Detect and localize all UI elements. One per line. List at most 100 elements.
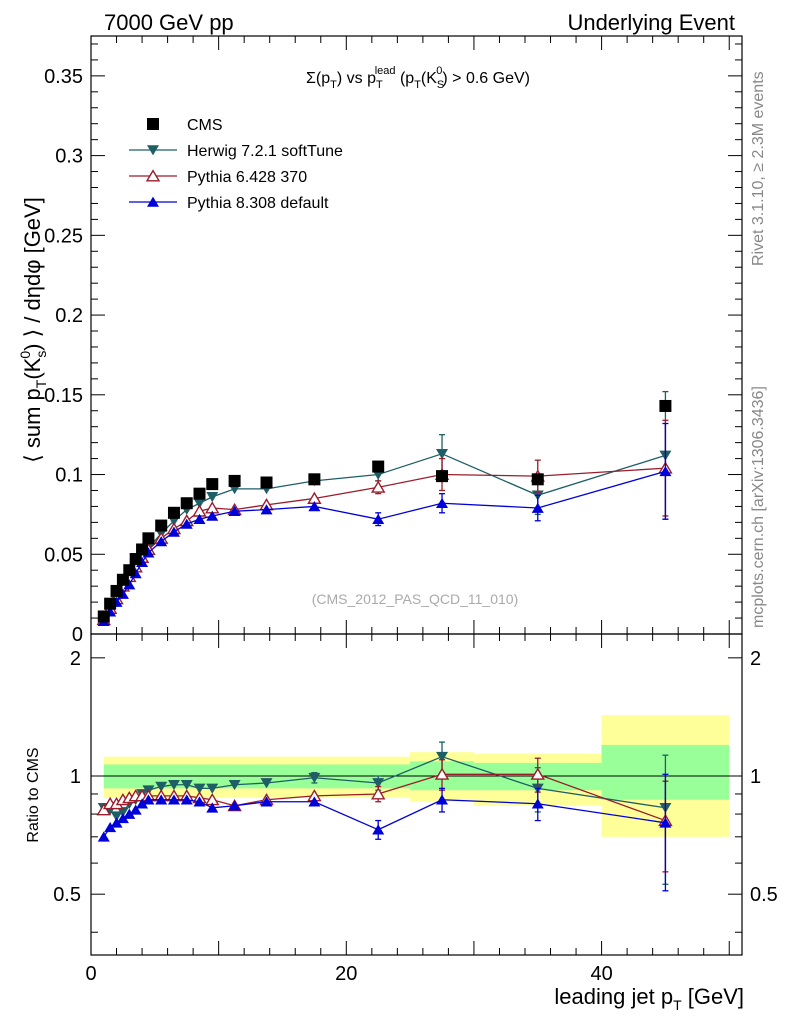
- ratio-pythia6-point: [434, 767, 450, 780]
- main-pythia8-point: [228, 505, 241, 517]
- main-y-tick-label: 0.3: [55, 146, 83, 168]
- analysis-label: (CMS_2012_PAS_QCD_11_010): [312, 591, 519, 607]
- main-cms-point: [142, 532, 155, 545]
- legend: CMS Herwig 7.2.1 softTune Pythia 6.428 370…: [129, 117, 343, 212]
- rivet-version-text: Rivet 3.1.10, ≥ 2.3M events: [750, 71, 767, 266]
- header-right: Underlying Event: [567, 10, 735, 35]
- ratio-pythia8-point: [97, 831, 110, 842]
- ratio-pythia6-point: [530, 767, 545, 780]
- plot-frames: [90, 35, 743, 956]
- ratio-pythia8-point: [167, 794, 180, 805]
- ratio-herwig-point: [260, 778, 273, 789]
- ratio-herwig-point: [155, 781, 168, 792]
- x-axis-label: leading jet pT [GeV]: [554, 984, 744, 1013]
- ratio-herwig-point: [116, 807, 129, 818]
- main-y-axis-label: ⟨ sum pT(Ks0) ⟩ / dηdφ [GeV]: [17, 197, 49, 463]
- main-cms-point: [308, 473, 321, 486]
- main-pythia8-point: [531, 502, 544, 513]
- main-y-tick-label: 0.25: [44, 225, 83, 247]
- ratio-pythia8-point: [129, 804, 142, 815]
- main-pythia8-point: [372, 513, 385, 524]
- main-cms-point: [97, 610, 110, 623]
- legend-label-pythia8: Pythia 8.308 default: [187, 195, 329, 212]
- main-cms-point: [123, 564, 136, 577]
- main-series-group: [96, 390, 673, 627]
- ratio-panel-frame: [90, 633, 743, 956]
- ratio-pythia8-point: [228, 800, 241, 811]
- ratio-y-tick-label-right: 1: [750, 766, 761, 788]
- main-cms: [97, 399, 672, 623]
- ratio-pythia8-point: [206, 802, 219, 813]
- main-pythia8-point: [436, 497, 449, 509]
- main-pythia8-point: [123, 579, 136, 590]
- x-tick-label: 20: [335, 963, 357, 985]
- main-y-tick-label: 0.35: [44, 66, 83, 88]
- ratio-pythia8-point: [142, 794, 155, 805]
- main-pythia8-point: [180, 518, 193, 529]
- main-cms-point: [260, 476, 273, 489]
- main-cms-point: [228, 474, 241, 487]
- x-tick-label: 0: [85, 963, 96, 985]
- ratio-y-axis-label: Ratio to CMS: [25, 747, 42, 842]
- ratio-pythia8-point: [260, 796, 273, 807]
- ratio-herwig-point: [308, 772, 321, 784]
- main-pythia8-point: [260, 504, 273, 515]
- main-pythia8-point: [155, 536, 168, 547]
- main-cms-point: [436, 470, 449, 483]
- ratio-pythia8-point: [110, 817, 123, 828]
- ratio-pythia6-point: [370, 787, 386, 800]
- main-pythia8-point: [193, 513, 206, 524]
- main-cms-point: [116, 573, 129, 586]
- ratio-series-group: [96, 741, 673, 892]
- ratio-herwig-point: [110, 811, 123, 822]
- legend-marker-pythia6: [145, 169, 161, 182]
- ratio-herwig-point: [206, 783, 219, 794]
- header-left: 7000 GeV pp: [104, 10, 234, 35]
- ratio-herwig-point: [180, 779, 193, 791]
- ratio-pythia8-point: [531, 798, 544, 809]
- main-pythia8-point: [308, 501, 321, 512]
- main-y-tick-label: 0.15: [44, 385, 83, 407]
- main-cms-point: [167, 506, 180, 519]
- main-cms-point: [155, 519, 168, 532]
- main-cms-point: [136, 543, 149, 556]
- ratio-pythia8-point: [193, 796, 206, 807]
- ratio-y-tick-label: 1: [70, 766, 81, 788]
- ratio-pythia8-point: [104, 821, 117, 833]
- main-y-tick-label: 0.1: [55, 465, 83, 487]
- main-pythia6-point: [370, 480, 386, 493]
- main-y-tick-label: 0.05: [44, 544, 83, 566]
- main-cms-point: [180, 497, 193, 510]
- ratio-herwig-point: [372, 778, 385, 789]
- main-pythia8: [97, 422, 672, 627]
- main-cms-point: [531, 473, 544, 486]
- ratio-herwig-point: [193, 783, 206, 794]
- ratio-pythia8-point: [116, 812, 129, 824]
- main-y-tick-label: 0: [72, 624, 83, 646]
- legend-label-pythia6: Pythia 6.428 370: [187, 169, 307, 186]
- legend-label-cms: CMS: [187, 117, 223, 134]
- ratio-pythia6-point: [96, 803, 111, 816]
- ratio-pythia8-point: [180, 794, 193, 805]
- legend-marker-herwig: [147, 145, 159, 156]
- ratio-pythia8-point: [155, 794, 168, 805]
- ratio-pythia8-point: [659, 817, 672, 828]
- ratio-y-tick-label-right: 0.5: [750, 884, 778, 906]
- ratio-y-tick-label: 0.5: [53, 884, 81, 906]
- ratio-pythia8-point: [308, 796, 321, 807]
- main-cms-point: [129, 553, 142, 566]
- main-cms-point: [372, 460, 385, 473]
- main-herwig-point: [206, 492, 219, 503]
- main-pythia8-point: [206, 510, 219, 521]
- main-y-tick-label: 0.2: [55, 305, 83, 327]
- ratio-pythia8-point: [372, 824, 385, 835]
- legend-marker-pythia8: [147, 196, 159, 207]
- main-herwig-point: [436, 449, 449, 460]
- ratio-y-tick-label-right: 2: [750, 648, 761, 670]
- ratio-pythia8-point: [436, 794, 449, 805]
- main-pythia8-point: [167, 526, 180, 537]
- main-pythia8-point: [659, 465, 672, 477]
- main-cms-point: [206, 478, 219, 491]
- ratio-herwig-point: [228, 779, 241, 791]
